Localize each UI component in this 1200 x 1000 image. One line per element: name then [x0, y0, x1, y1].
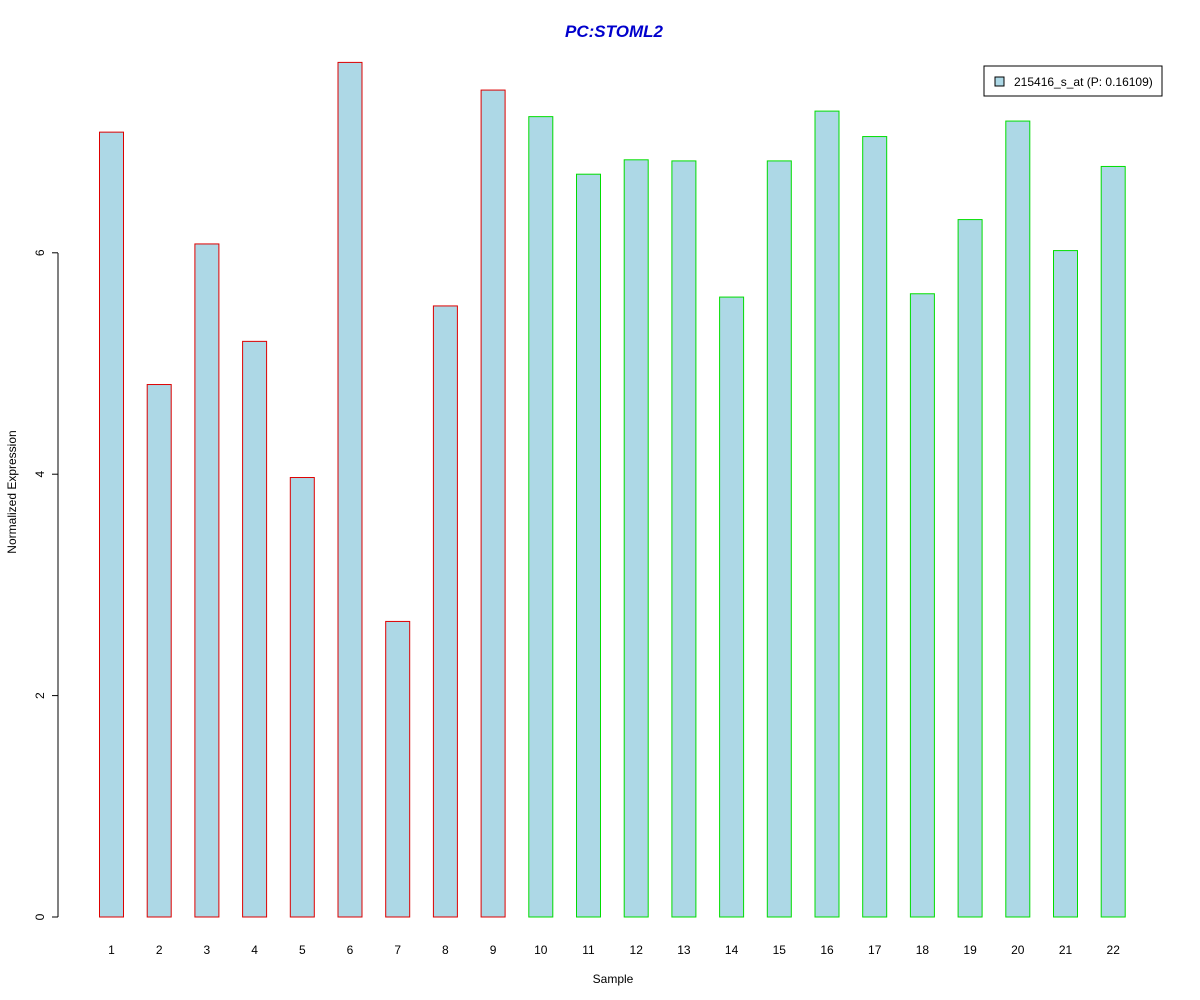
x-tick-label-3: 3 [204, 943, 211, 957]
y-axis: 0 2 4 6 [33, 249, 59, 920]
x-tick-label-5: 5 [299, 943, 306, 957]
bar-9 [480, 89, 506, 918]
x-tick-label-22: 22 [1107, 943, 1121, 957]
x-tick-label-2: 2 [156, 943, 163, 957]
x-tick-label-9: 9 [490, 943, 497, 957]
bar-7 [385, 620, 411, 918]
x-tick-label-19: 19 [963, 943, 977, 957]
y-axis-label: Normalized Expression [5, 430, 19, 553]
x-tick-label-4: 4 [251, 943, 258, 957]
x-tick-label-17: 17 [868, 943, 882, 957]
bar-6 [337, 61, 363, 918]
bar-15 [766, 160, 792, 918]
x-tick-label-10: 10 [534, 943, 548, 957]
bar-21 [1053, 250, 1078, 918]
bar-22 [1100, 165, 1126, 918]
bar-4 [242, 340, 268, 918]
x-tick-label-7: 7 [394, 943, 401, 957]
bar-5 [289, 477, 315, 918]
bar-2 [146, 384, 172, 918]
bar-10 [528, 116, 554, 918]
x-tick-label-15: 15 [773, 943, 787, 957]
chart-title: PC:STOML2 [565, 22, 663, 41]
bars-group [99, 61, 1126, 918]
bar-19 [957, 219, 983, 918]
x-tick-label-16: 16 [820, 943, 834, 957]
x-tick-label-8: 8 [442, 943, 449, 957]
x-tick-label-21: 21 [1059, 943, 1073, 957]
x-tick-label-20: 20 [1011, 943, 1025, 957]
bar-1 [99, 131, 124, 918]
x-tick-labels: 1 2 3 4 5 6 7 8 9 10 11 12 13 14 15 16 17 18 19 20 21 22 [108, 943, 1120, 957]
bar-17 [862, 136, 888, 918]
y-tick-label-1: 2 [33, 692, 47, 699]
bar-12 [623, 159, 649, 918]
bar-18 [909, 293, 935, 918]
x-tick-label-12: 12 [630, 943, 644, 957]
x-axis-label: Sample [593, 972, 634, 986]
x-tick-label-11: 11 [582, 943, 595, 957]
x-tick-label-18: 18 [916, 943, 930, 957]
x-tick-label-6: 6 [347, 943, 354, 957]
bar-16 [814, 110, 840, 918]
legend: 215416_s_at (P: 0.16109) [983, 65, 1163, 97]
bar-11 [576, 173, 601, 918]
legend-label: 215416_s_at (P: 0.16109) [1014, 75, 1153, 89]
bar-13 [671, 160, 697, 918]
x-tick-label-1: 1 [108, 943, 115, 957]
y-tick-label-0: 0 [33, 913, 47, 920]
legend-box [983, 65, 1163, 97]
bar-20 [1005, 120, 1031, 918]
x-tick-label-13: 13 [677, 943, 691, 957]
y-tick-label-2: 4 [33, 471, 47, 478]
legend-swatch [994, 76, 1005, 87]
bar-8 [432, 305, 458, 918]
bar-14 [719, 296, 745, 918]
bar-3 [194, 243, 220, 918]
x-tick-label-14: 14 [725, 943, 739, 957]
y-tick-label-3: 6 [33, 249, 47, 256]
